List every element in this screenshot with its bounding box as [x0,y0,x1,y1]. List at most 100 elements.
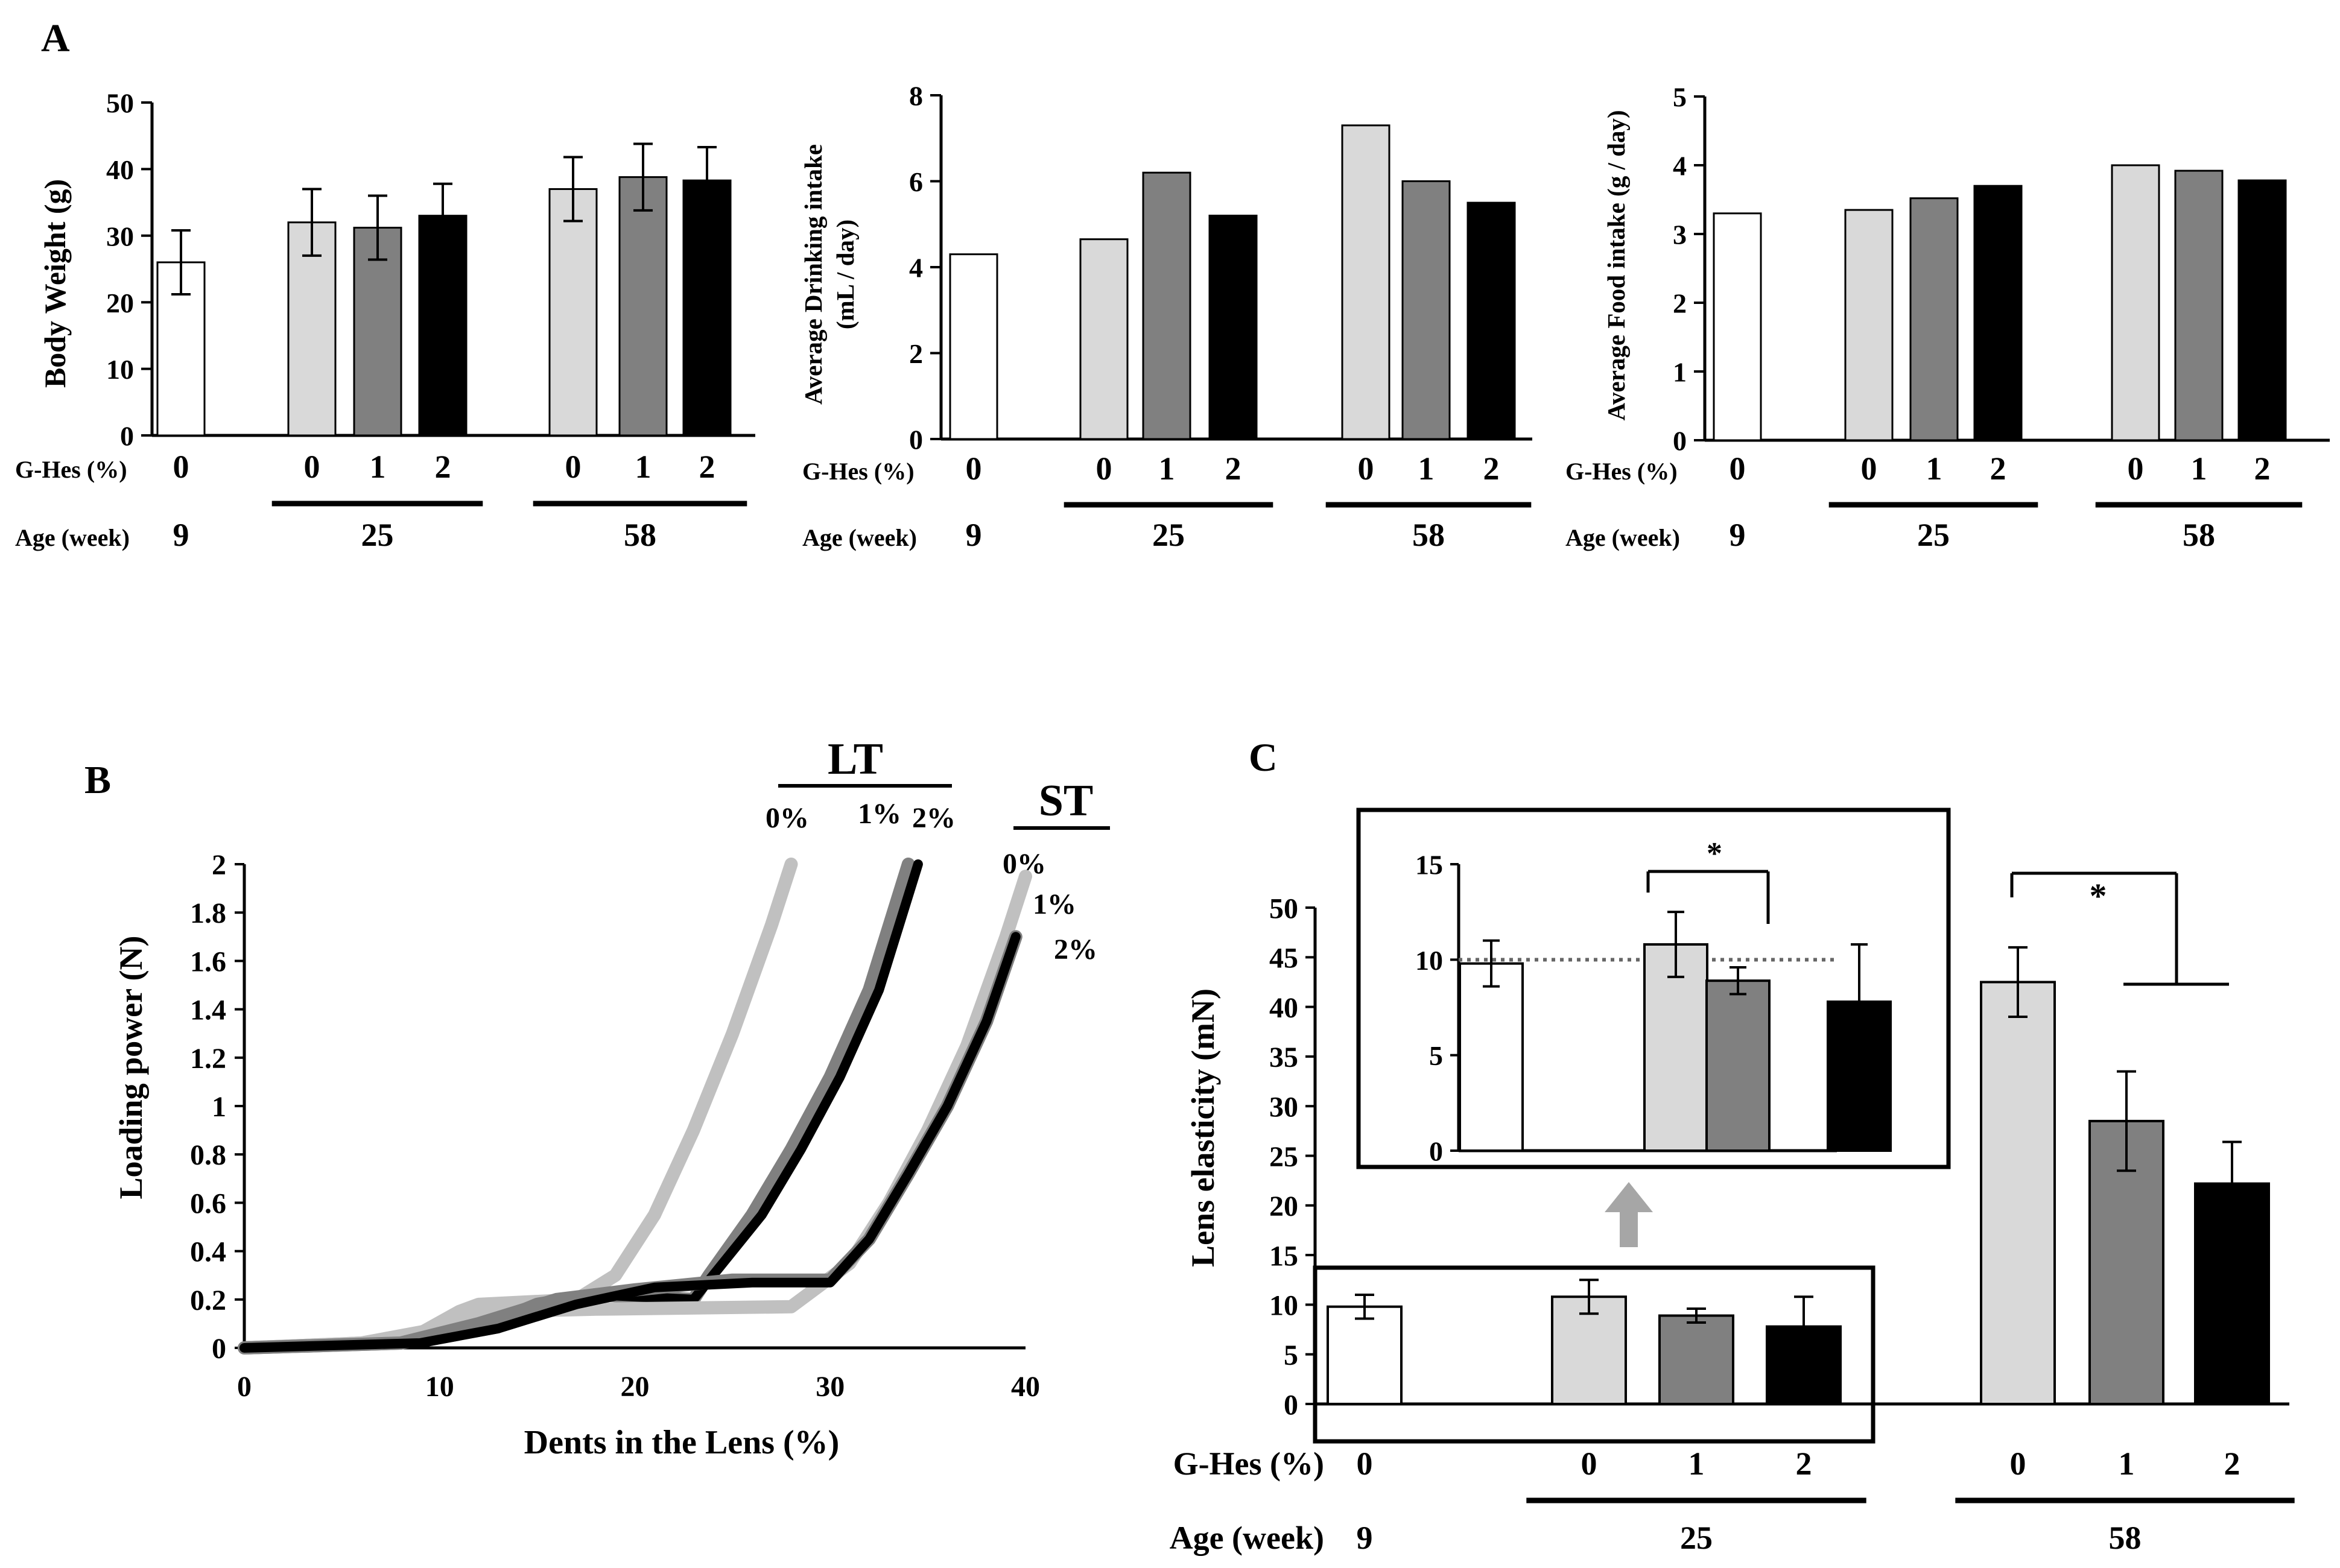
a3-ghes-value-g2-b0: 0 [2128,450,2144,487]
panel-label-b: B [84,758,111,802]
c-ghes-value-g1-b2: 2 [1796,1446,1812,1482]
a2-y-tick-label-3: 6 [909,166,923,197]
a1-y-tick-label-4: 40 [106,154,134,185]
panel-label-c: C [1249,736,1278,780]
b-y-tick-label-2: 0.4 [190,1236,226,1268]
a2-bar-g1-b1 [1142,171,1191,440]
c-ghes-value-g2-b0: 0 [2010,1446,2026,1482]
c-inset-y-tick-label-2: 10 [1415,945,1443,976]
a2-age-value-0: 9 [966,517,982,553]
c-inset-bar-g1-b1 [1705,979,1771,1152]
a3-y-tick-label-0: 0 [1673,426,1687,457]
b-x-tick-label-4: 40 [1011,1371,1040,1403]
c-bar-g1-b1 [1658,1314,1734,1406]
a2-ghes-value-g1-b1: 1 [1159,450,1175,487]
c-y-tick-label-5: 25 [1269,1141,1298,1173]
b-y-tick-label-1: 0.2 [190,1285,226,1317]
c-bar-g0-b0 [1327,1305,1403,1405]
a2-bar-g2-b2 [1466,201,1516,440]
b-y-tick-label-5: 1 [212,1091,226,1123]
b-y-tick-label-8: 1.6 [190,946,226,978]
c-y-tick-label-9: 45 [1269,943,1298,975]
c-y-tick-label-7: 35 [1269,1042,1298,1073]
b-st-label-2: 2% [1054,934,1097,966]
b-group-label-lt: LT [828,735,883,784]
a2-age-value-2: 58 [1412,517,1445,553]
a1-age-value-1: 25 [361,517,394,553]
b-group-label-st: ST [1039,776,1094,826]
a1-age-row-label: Age (week) [15,524,130,551]
a1-ghes-value-g2-b1: 1 [635,449,652,485]
a3-ghes-value-g0-b0: 0 [1730,450,1746,487]
b-series-st-0pct [238,870,1032,1355]
c-ghes-value-g2-b1: 1 [2119,1446,2135,1482]
c-inset-y-tick-label-1: 5 [1429,1040,1443,1071]
a1-y-tick-label-5: 50 [106,88,134,119]
a1-ghes-value-g2-b2: 2 [699,449,715,485]
a3-bar-g2-b0 [2111,164,2160,441]
a2-bar-g1-b0 [1079,238,1129,440]
c-age-row-label: Age (week) [1170,1520,1324,1556]
c-y-tick-label-8: 40 [1269,992,1298,1024]
a3-age-value-1: 25 [1917,517,1950,553]
a1-y-tick-label-3: 30 [106,221,134,251]
a2-y-tick-label-1: 2 [909,338,923,369]
c-ghes-row-label: G-Hes (%) [1173,1446,1324,1482]
a2-bar-g1-b2 [1208,215,1258,440]
c-ghes-value-g0-b0: 0 [1357,1446,1373,1482]
c-age-value-0: 9 [1357,1520,1373,1556]
a1-bar-g1-b2 [418,215,468,437]
a1-ghes-row-label: G-Hes (%) [15,456,127,483]
a1-bar-g1-b1 [353,227,402,437]
a2-ghes-value-g1-b2: 2 [1225,450,1241,487]
c-y-tick-label-2: 10 [1269,1290,1298,1322]
a1-bar-g2-b1 [618,176,668,437]
c-ghes-value-g1-b1: 1 [1688,1446,1705,1482]
a2-bar-g0-b0 [949,253,998,440]
a2-y-axis-title: Average Drinking intake [799,144,827,405]
c-age-value-1: 25 [1680,1520,1713,1556]
panel-label-a: A [41,16,70,60]
c-inset-bar-g1-b0 [1643,943,1708,1152]
a3-y-tick-label-5: 5 [1673,82,1687,113]
c-highlight-box [1313,1265,1875,1444]
c-y-tick-label-3: 15 [1269,1240,1298,1272]
c-y-tick-label-1: 5 [1284,1339,1298,1371]
a3-y-tick-label-4: 4 [1673,151,1687,182]
a3-age-row-label: Age (week) [1565,524,1680,551]
a2-y-axis-unit: (mL / day) [831,220,859,329]
b-series-st-2pct [239,932,1021,1353]
b-x-tick-label-1: 10 [425,1371,454,1403]
a1-y-axis-title: Body Weight (g) [38,179,72,388]
a2-age-row-label: Age (week) [802,524,917,551]
a3-y-tick-label-1: 1 [1673,357,1687,388]
c-inset-sig-star: * [1707,836,1722,871]
c-y-tick-label-6: 30 [1269,1091,1298,1123]
b-series-st-1pct [238,930,1023,1355]
a3-bar-g2-b2 [2237,179,2287,441]
b-x-tick-label-2: 20 [621,1371,650,1403]
a3-y-axis-title: Average Food intake (g / day) [1602,110,1630,420]
a2-ghes-value-g2-b0: 0 [1358,450,1374,487]
a2-ghes-value-g2-b1: 1 [1418,450,1435,487]
c-arrow-icon [1605,1182,1653,1247]
a2-ghes-value-g1-b0: 0 [1096,450,1112,487]
b-y-tick-label-0: 0 [212,1333,226,1365]
a3-age-value-0: 9 [1730,517,1746,553]
a3-bar-g2-b1 [2174,169,2224,441]
b-x-tick-label-3: 30 [816,1371,845,1403]
a3-ghes-row-label: G-Hes (%) [1565,458,1678,485]
c-bar-g2-b0 [1980,981,2056,1405]
c-y-tick-label-0: 0 [1284,1389,1298,1421]
a3-bar-g0-b0 [1713,212,1762,441]
c-ghes-value-g2-b2: 2 [2224,1446,2240,1482]
b-y-tick-label-3: 0.6 [190,1187,226,1219]
a2-ghes-value-g0-b0: 0 [966,450,982,487]
b-y-tick-label-7: 1.4 [190,994,226,1026]
a3-bar-g1-b0 [1844,209,1894,441]
a3-ghes-value-g2-b2: 2 [2254,450,2271,487]
a2-y-tick-label-2: 4 [909,253,923,283]
a3-age-value-2: 58 [2183,517,2215,553]
a3-y-tick-label-3: 3 [1673,220,1687,250]
